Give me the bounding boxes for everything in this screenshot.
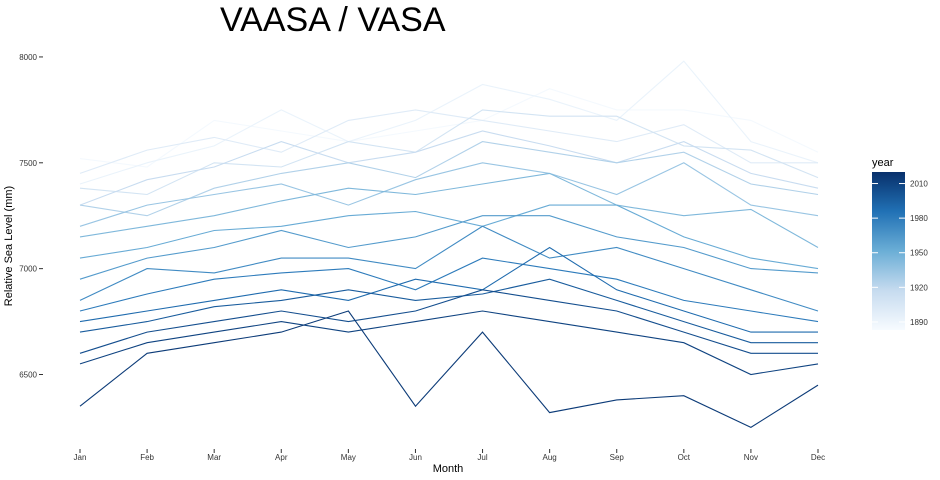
y-tick-label: 7500 xyxy=(19,159,37,168)
x-tick-label: May xyxy=(341,453,356,462)
x-tick-label: Apr xyxy=(275,453,288,462)
series-line-1997 xyxy=(79,278,818,344)
series-line-1962 xyxy=(79,215,819,280)
legend-tick-label: 2010 xyxy=(910,180,928,189)
x-tick-label: Oct xyxy=(678,453,691,462)
x-axis: Jan Feb Mar Apr May Jun Jul Aug Sep Oct Nov Dec xyxy=(74,449,825,462)
series-line-1989 xyxy=(79,246,818,333)
series-line-1944 xyxy=(79,172,819,248)
series-line-1900 xyxy=(79,109,818,174)
series-line-1925 xyxy=(79,141,819,217)
series-line-2014 xyxy=(79,310,819,429)
series-line-1953 xyxy=(79,204,819,270)
x-tick-label: Jul xyxy=(477,453,487,462)
x-tick-label: Nov xyxy=(744,453,758,462)
series-lines xyxy=(79,60,819,429)
x-tick-label: Jun xyxy=(409,453,422,462)
legend-colorbar xyxy=(872,172,905,330)
legend-tick-label: 1920 xyxy=(910,283,928,292)
x-tick-label: Sep xyxy=(610,453,625,462)
legend-tick-label: 1950 xyxy=(910,249,928,258)
series-line-1971 xyxy=(79,225,819,312)
chart-title: VAASA / VASA xyxy=(220,1,446,39)
series-line-1934 xyxy=(79,162,819,227)
y-axis: 6500 7000 7500 8000 xyxy=(19,53,43,379)
y-tick-label: 8000 xyxy=(19,53,37,62)
series-line-1916 xyxy=(79,130,819,206)
series-line-2004 xyxy=(79,289,818,354)
legend-tick-label: 1980 xyxy=(910,214,928,223)
x-tick-label: Mar xyxy=(207,453,221,462)
series-line-1885 xyxy=(79,88,819,168)
x-axis-title: Month xyxy=(433,463,464,475)
y-axis-title: Relative Sea Level (mm) xyxy=(3,186,15,306)
x-tick-label: Dec xyxy=(811,453,825,462)
x-tick-label: Jan xyxy=(74,453,87,462)
series-line-1980 xyxy=(79,257,819,323)
legend: year 2010 1980 1950 1920 1890 xyxy=(872,157,928,330)
y-tick-label: 6500 xyxy=(19,370,37,379)
legend-title: year xyxy=(872,157,894,169)
series-line-2010 xyxy=(79,310,819,376)
y-tick-label: 7000 xyxy=(19,265,37,274)
x-tick-label: Aug xyxy=(543,453,557,462)
series-line-1892 xyxy=(79,60,819,185)
x-tick-label: Feb xyxy=(140,453,154,462)
legend-tick-label: 1890 xyxy=(910,318,928,327)
